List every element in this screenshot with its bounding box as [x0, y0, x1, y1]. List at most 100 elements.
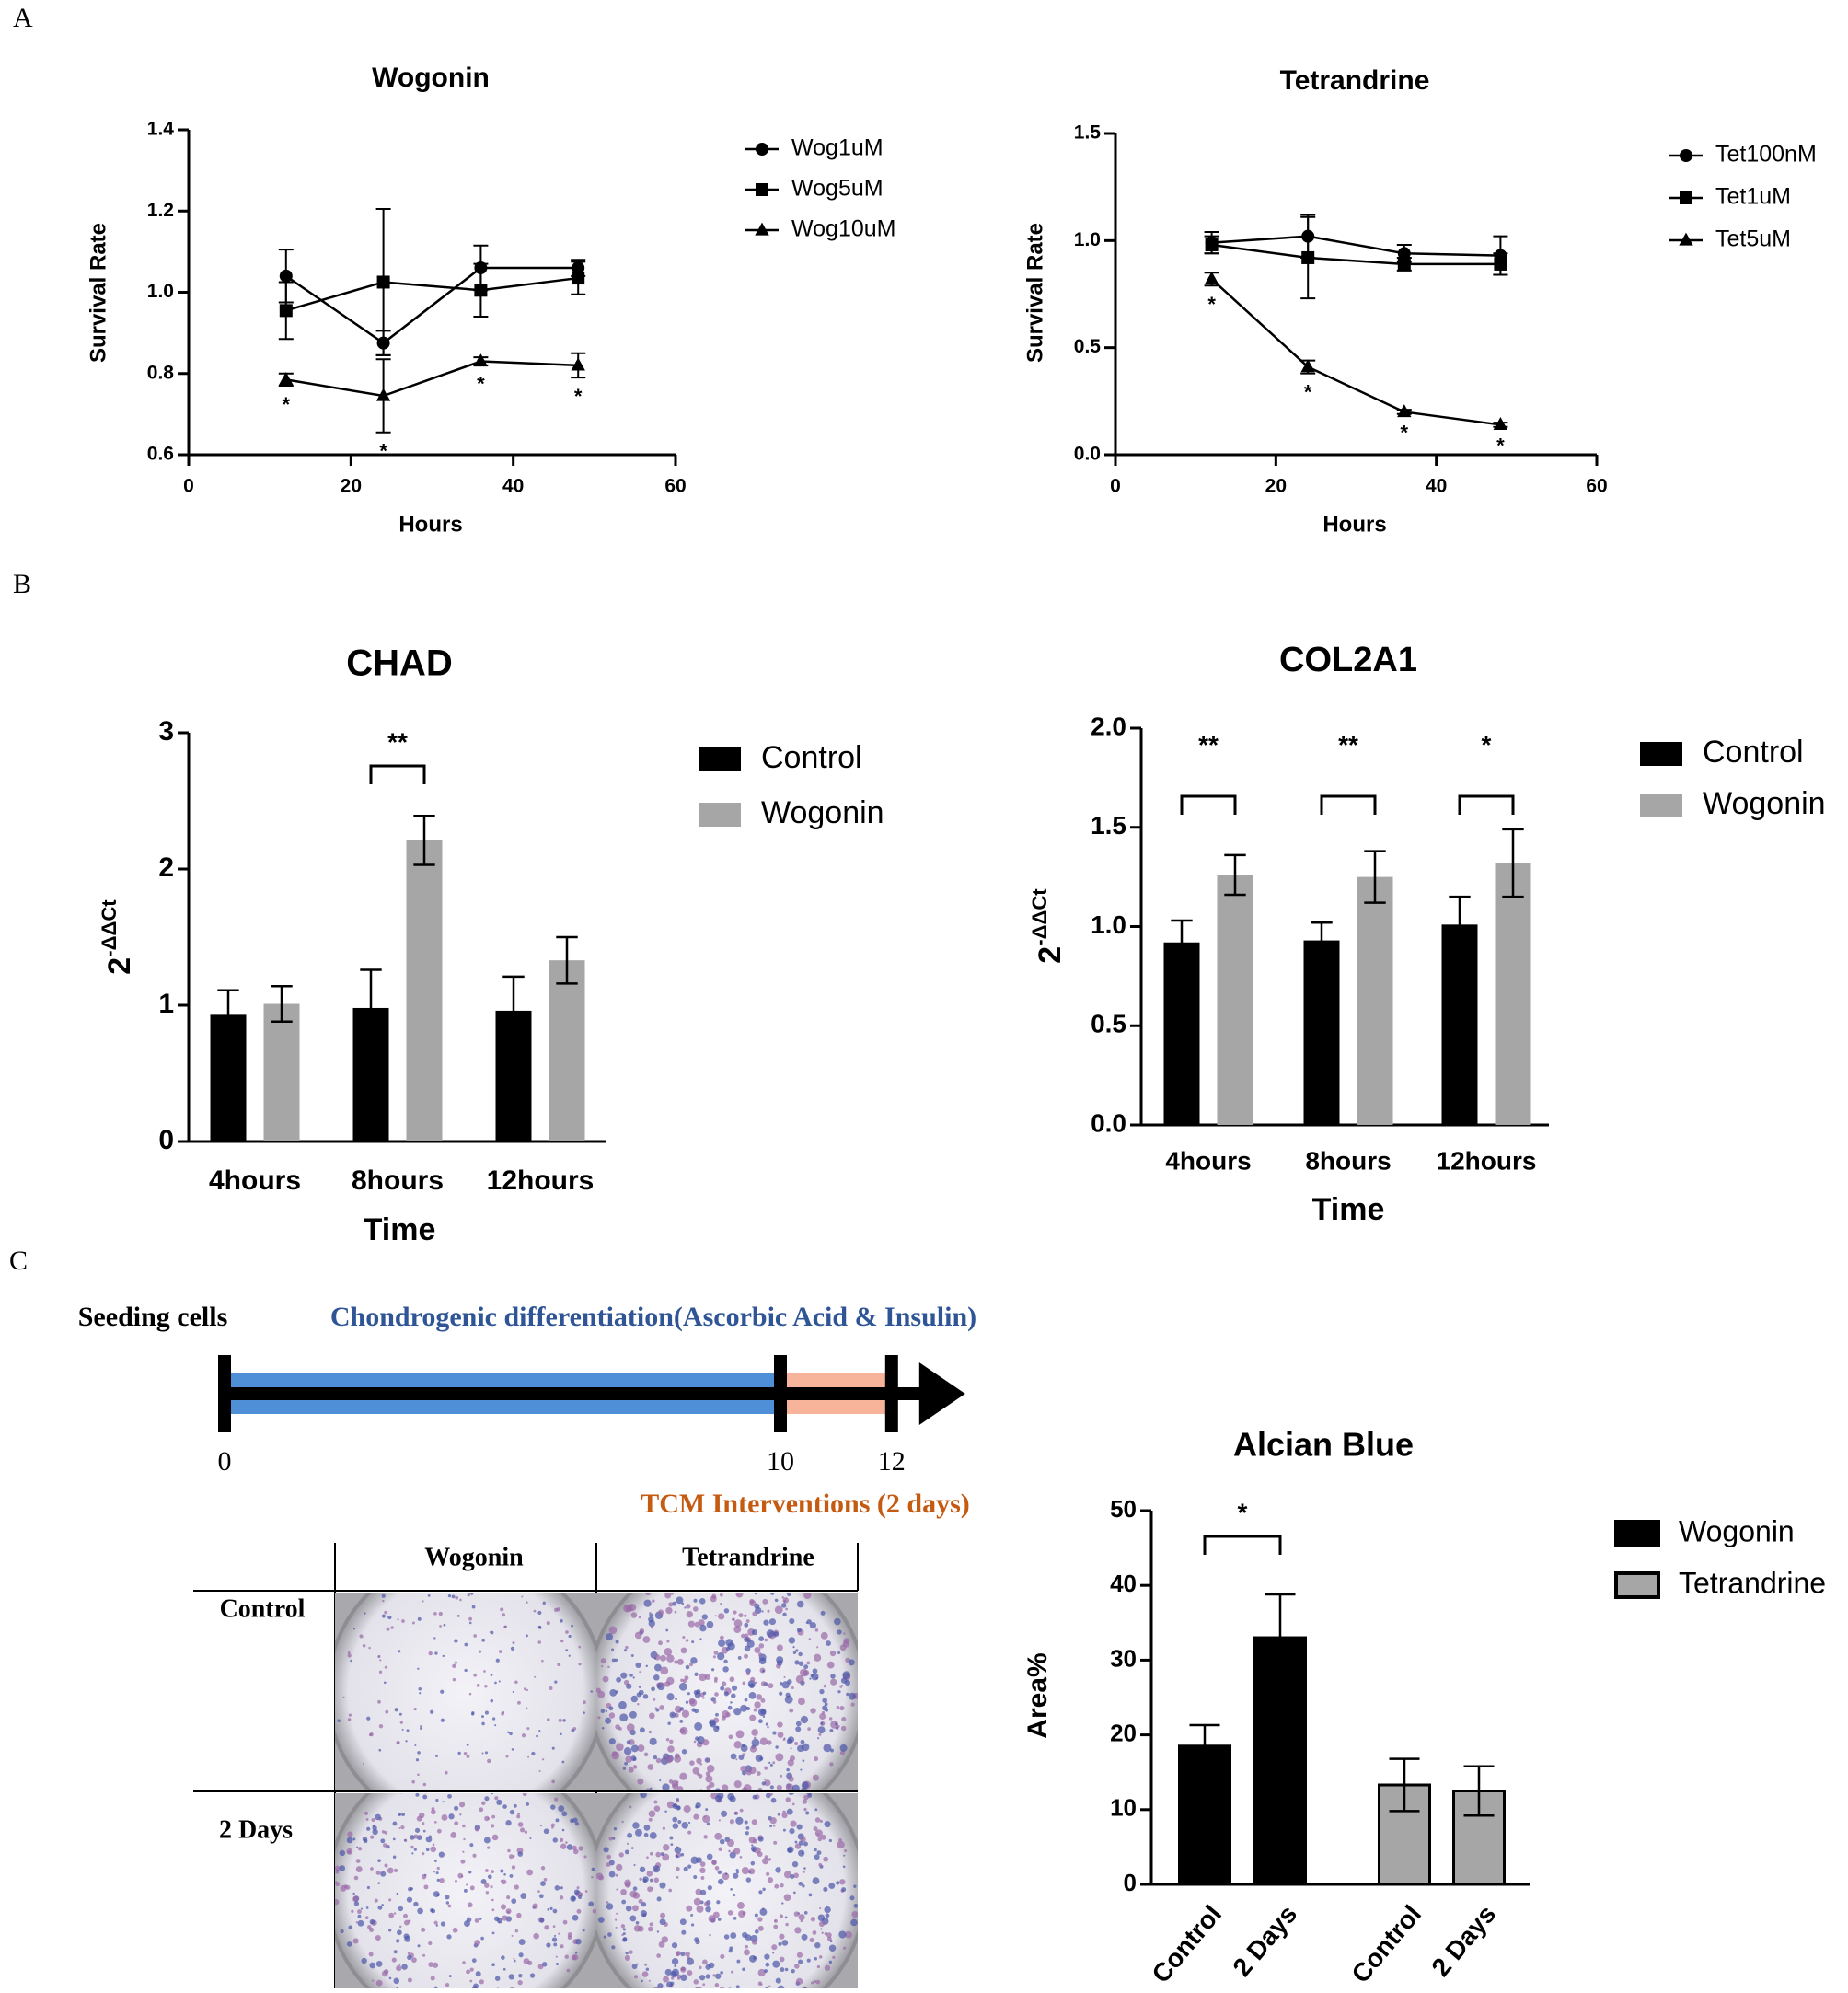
stain-dot — [622, 1937, 628, 1941]
stain-dot — [643, 1832, 649, 1837]
stain-dot — [730, 1932, 737, 1939]
stain-dot — [520, 1893, 527, 1899]
stain-dot — [629, 1915, 637, 1922]
stain-dot — [480, 1879, 487, 1884]
stain-dot — [695, 1939, 700, 1945]
stain-dot — [442, 1654, 445, 1658]
legend-swatch — [1640, 794, 1682, 817]
stain-dot — [608, 1871, 616, 1878]
stain-dot — [773, 1924, 779, 1929]
stain-dot — [784, 1967, 789, 1972]
stain-dot — [606, 1862, 611, 1867]
stain-dot — [372, 1828, 378, 1836]
stain-dot — [596, 1872, 604, 1880]
stain-dot — [782, 1597, 790, 1604]
stain-dot — [655, 1757, 662, 1764]
error-bar — [556, 935, 578, 985]
stain-dot — [481, 1638, 486, 1642]
stain-dot — [712, 1911, 720, 1918]
stain-dot — [568, 1654, 571, 1657]
stain-dot — [760, 1983, 763, 1986]
stain-dot — [397, 1618, 399, 1621]
stain-dot — [699, 1673, 707, 1682]
y-axis-label: Survival Rate — [86, 223, 110, 363]
stain-dot — [615, 1690, 618, 1694]
stain-dot — [639, 1727, 645, 1733]
marker — [1204, 271, 1219, 284]
stain-dot — [654, 1707, 658, 1709]
stain-dot — [709, 1781, 715, 1788]
stain-dot — [764, 1638, 768, 1642]
stain-dot — [400, 1582, 402, 1584]
bar — [1495, 863, 1531, 1125]
stain-dot — [570, 1895, 576, 1902]
timeline-start: Seeding cells — [78, 1302, 228, 1332]
stain-dot — [407, 1977, 412, 1983]
x-tick-label: 8hours — [1305, 1146, 1391, 1175]
stain-dot — [643, 1599, 652, 1607]
stain-dot — [396, 1741, 400, 1745]
stain-dot — [814, 1854, 820, 1860]
stain-dot — [830, 1678, 837, 1686]
stain-dot — [720, 1686, 725, 1691]
stain-dot — [555, 1818, 560, 1823]
stain-dot — [463, 1752, 468, 1755]
stain-dot — [820, 1928, 823, 1930]
stain-dot — [538, 1894, 544, 1899]
well-image — [335, 1582, 596, 1790]
stain-dot — [381, 1904, 384, 1906]
x-tick-label: 8hours — [352, 1165, 444, 1196]
stain-dot — [588, 1901, 595, 1907]
stain-dot — [513, 1803, 517, 1808]
stain-dot — [733, 1811, 739, 1815]
stain-dot — [428, 1941, 433, 1946]
stain-dot — [823, 1684, 827, 1688]
stain-dot — [699, 1789, 702, 1790]
stain-dot — [802, 1986, 807, 1988]
stain-dot — [616, 1888, 618, 1891]
stain-dot — [553, 1942, 558, 1947]
significance: * — [1238, 1498, 1248, 1526]
stain-dot — [819, 1907, 822, 1910]
stain-dot — [840, 1725, 847, 1732]
stain-dot — [675, 1698, 677, 1700]
stain-dot — [618, 1852, 624, 1858]
x-axis-label: Hours — [1322, 512, 1386, 537]
stain-dot — [512, 1690, 514, 1693]
stain-dot — [487, 1817, 490, 1820]
stain-dot — [711, 1593, 717, 1599]
stain-dot — [699, 1867, 706, 1874]
stain-dot — [466, 1744, 469, 1746]
stain-dot — [441, 1814, 448, 1821]
stain-dot — [761, 1781, 766, 1786]
stain-dot — [760, 1698, 766, 1703]
stain-dot — [774, 1919, 777, 1922]
stain-dot — [362, 1762, 364, 1765]
stain-dot — [694, 1709, 699, 1714]
stain-dot — [673, 1803, 677, 1808]
stain-dot — [812, 1774, 819, 1781]
stain-dot — [733, 1619, 743, 1628]
stain-dot — [417, 1751, 421, 1755]
stain-dot — [787, 1759, 794, 1767]
stain-dot — [346, 1848, 353, 1855]
stain-dot — [801, 1933, 808, 1941]
stain-dot — [751, 1939, 757, 1945]
stain-dot — [626, 1842, 629, 1846]
stain-dot — [679, 1707, 685, 1711]
stain-dot — [679, 1918, 687, 1926]
stain-dot — [739, 1808, 744, 1813]
stain-dot — [695, 1576, 701, 1582]
significance-bracket — [1180, 794, 1237, 815]
stain-dot — [808, 1893, 813, 1897]
stain-dot — [695, 1736, 699, 1741]
stain-dot — [837, 1840, 845, 1849]
stain-dot — [782, 1738, 786, 1742]
stain-dot — [398, 1826, 401, 1830]
stain-dot — [775, 1745, 779, 1749]
stain-dot — [681, 1821, 689, 1829]
stain-dot — [777, 1732, 784, 1738]
stain-dot — [605, 1709, 608, 1713]
stain-dot — [518, 1952, 524, 1958]
stain-dot — [447, 1793, 452, 1799]
